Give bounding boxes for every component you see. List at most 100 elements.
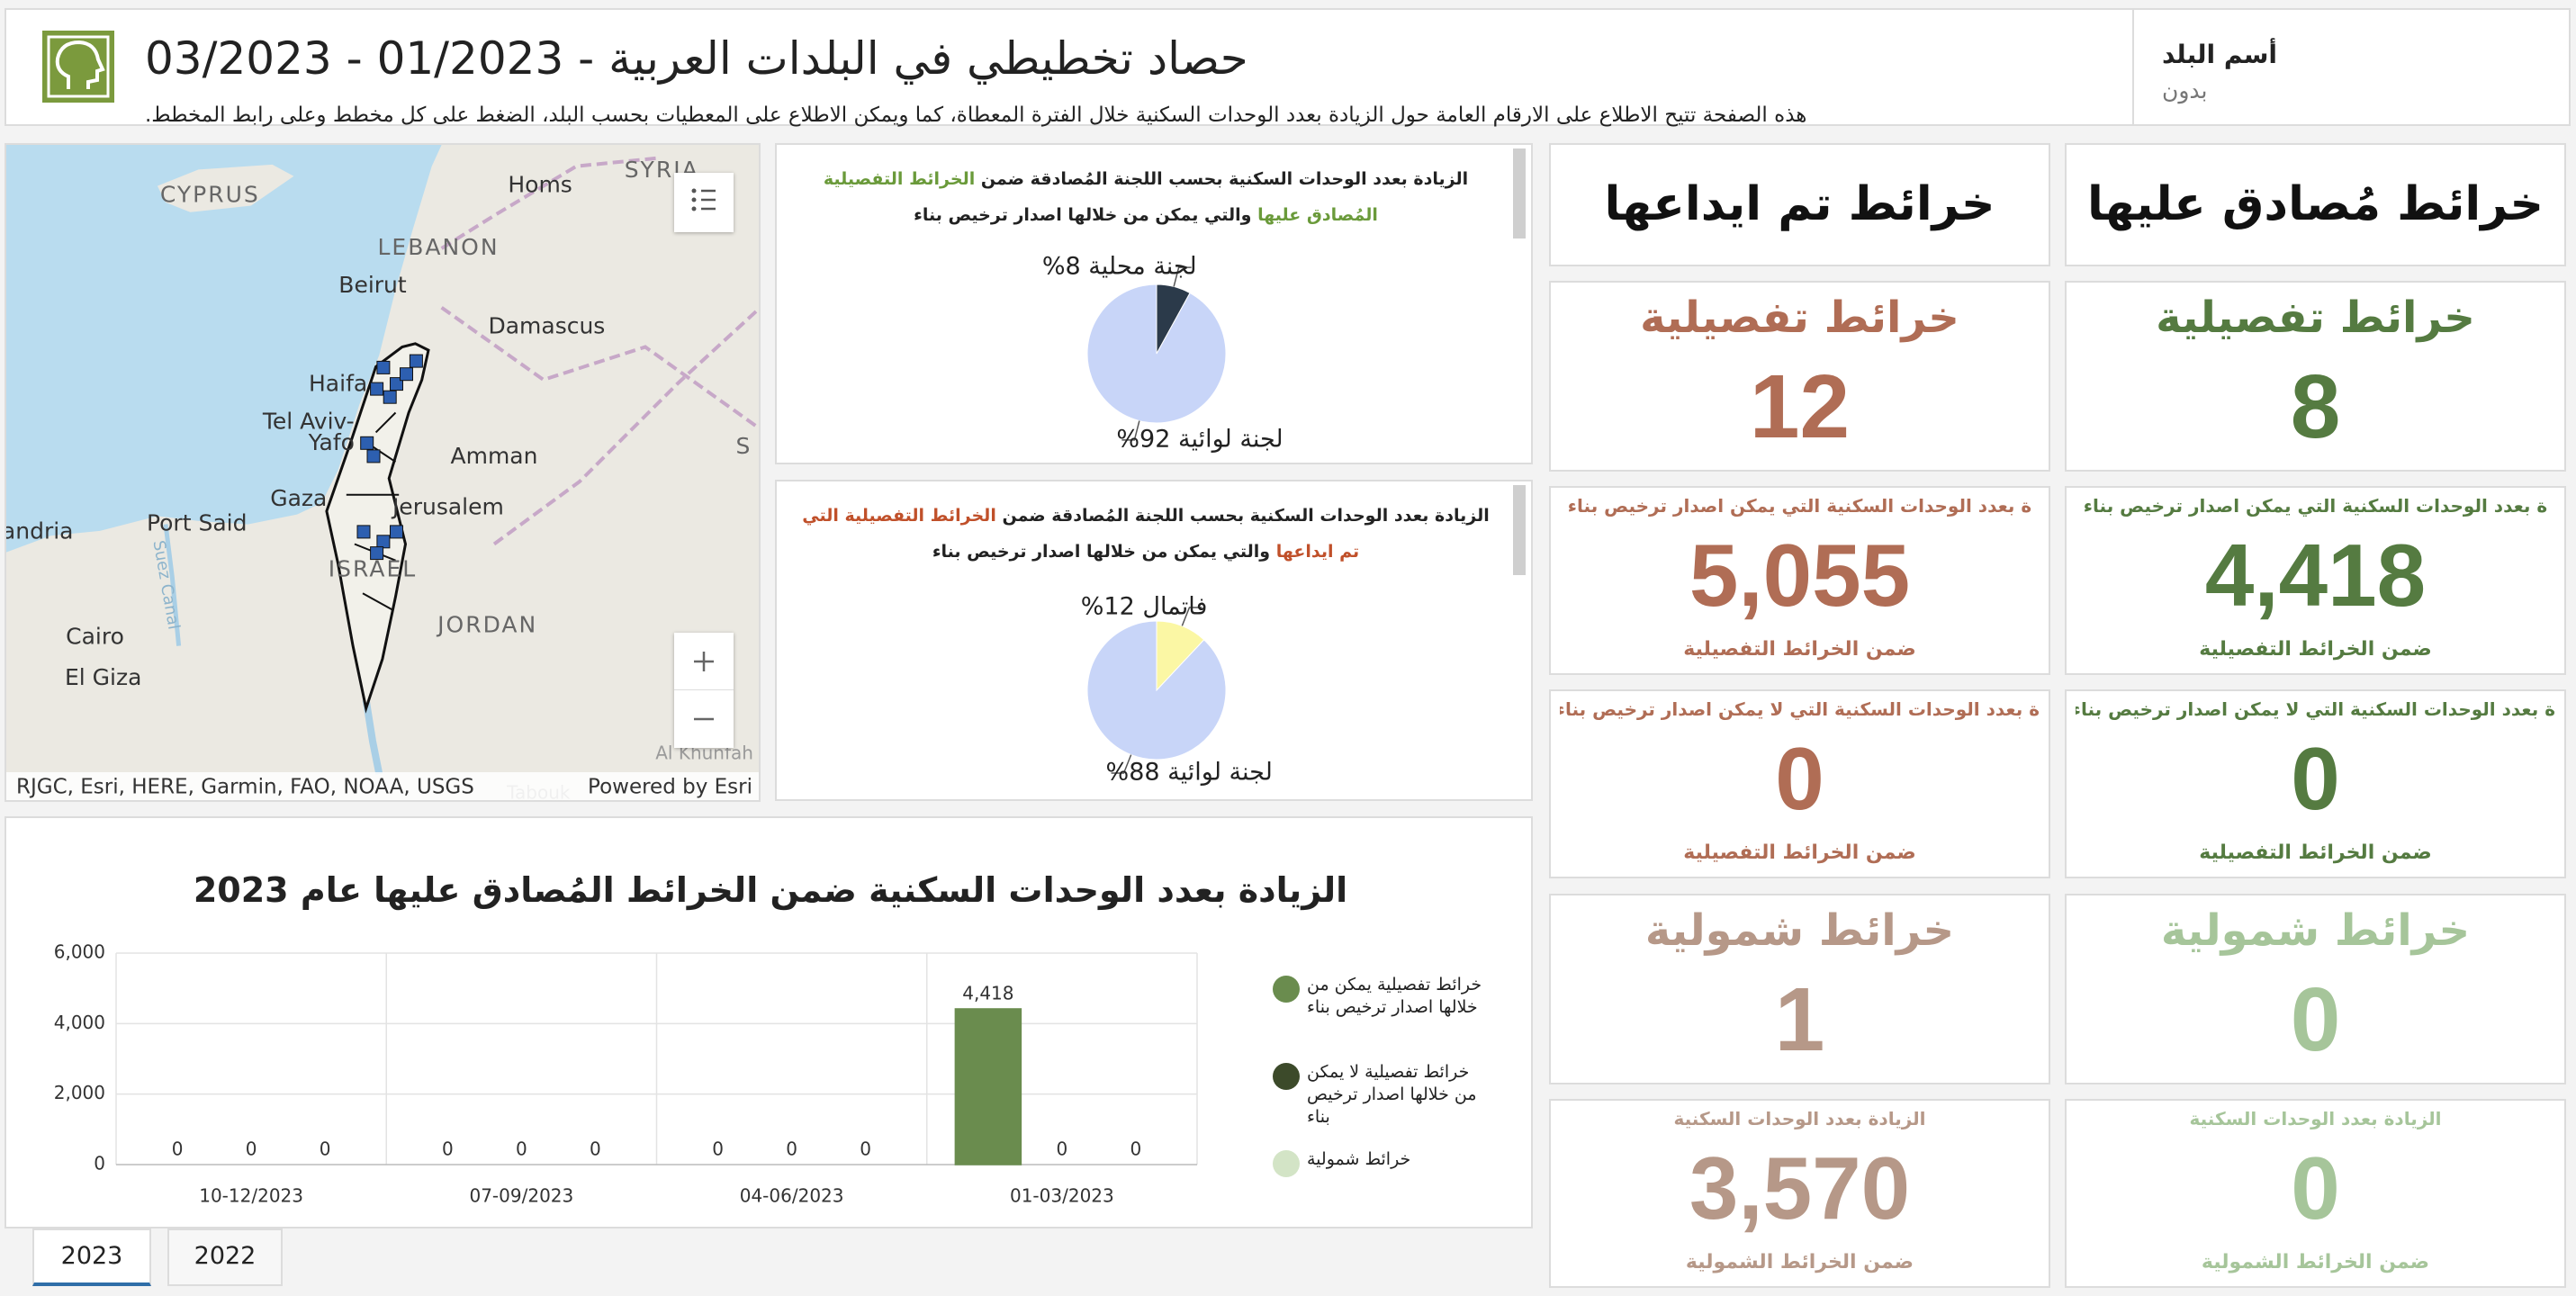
pie-panel: الزيادة بعدد الوحدات السكنية بحسب اللجنة…	[775, 143, 1533, 464]
card-footer: ضمن الخرائط التفصيلية	[2199, 638, 2432, 661]
card-footer: ضمن الخرائط التفصيلية	[1683, 638, 1916, 661]
slice-label: لجنة لوائية 92%	[1116, 425, 1283, 453]
place-label: Tel Aviv-	[262, 408, 355, 434]
x-tick-label: 10-12/2023	[199, 1185, 303, 1207]
locality	[390, 525, 403, 539]
gulf-aqaba	[362, 699, 383, 775]
page-title: حصاد تخطيطي في البلدات العربية - 01/2023…	[145, 32, 1248, 85]
tab[interactable]: 2023	[32, 1228, 151, 1286]
card-value: 0	[1775, 729, 1824, 828]
legend-label: خرائط تفصيلية لا يمكن من خلالها اصدار تر…	[1307, 1062, 1477, 1127]
locality	[356, 525, 371, 539]
legend-icon	[691, 188, 716, 212]
card-footer: ضمن الخرائط الشمولية	[1685, 1251, 1914, 1274]
card-value: 0	[2291, 729, 2340, 828]
place-label: ISRAEL	[329, 556, 417, 582]
card: ة بعدد الوحدات السكنية التي لا يمكن اصدا…	[1549, 689, 2050, 878]
district-line	[362, 592, 393, 611]
place-label: Yafo	[308, 429, 355, 455]
place-label: Beirut	[338, 272, 407, 298]
place-label: LEBANON	[377, 234, 499, 260]
card: ة بعدد الوحدات السكنية التي لا يمكن اصدا…	[2065, 689, 2566, 878]
pie-slice	[1086, 620, 1227, 760]
data-label: 0	[1130, 1138, 1142, 1160]
legend-swatch	[1273, 976, 1300, 1003]
place-label: Port Said	[147, 510, 248, 536]
card-value: 0	[2290, 969, 2341, 1070]
logo	[42, 31, 114, 103]
card-title: خرائط شمولية	[1644, 905, 1955, 956]
locality	[376, 535, 391, 549]
card-value: 5,055	[1689, 526, 1911, 625]
card-caption: الزيادة بعدد الوحدات السكنية	[2189, 1108, 2442, 1130]
map: CYPRUS SYRIA Homs LEBANON Beirut Damascus Haif…	[5, 143, 761, 802]
card-value: 1	[1774, 969, 1825, 1070]
place-label: Haifa	[309, 370, 367, 396]
country-value: بدون	[2162, 77, 2208, 104]
title-part: الخرائط التفصيلية التي تم ايداعها	[802, 506, 1360, 562]
card: خرائط شمولية 0	[2065, 894, 2566, 1084]
pie-chart: فاتمال 12% لجنة لوائية 88%	[1081, 592, 1273, 787]
zoom-control	[674, 633, 734, 748]
card-value: 0	[2291, 1138, 2340, 1238]
locality	[383, 390, 397, 404]
attribution-bar	[6, 772, 759, 800]
place-label: andria	[6, 518, 73, 544]
data-label: 0	[320, 1138, 331, 1160]
card: خرائط تفصيلية 8	[2065, 281, 2566, 472]
suez-canal	[163, 524, 182, 646]
card-footer: ضمن الخرائط التفصيلية	[2199, 842, 2432, 864]
bar-chart: 0 2,000 4,000 6,000 10-12/2023 0 0 0 07-09/2023 0…	[54, 941, 1198, 1207]
bar	[954, 1008, 1022, 1166]
card: ة بعدد الوحدات السكنية التي يمكن اصدار ت…	[2065, 486, 2566, 675]
place-label: El Giza	[65, 664, 141, 690]
data-label: 0	[516, 1138, 527, 1160]
border	[492, 306, 759, 546]
bar-panel: الزيادة بعدد الوحدات السكنية ضمن الخرائط…	[5, 816, 1533, 1228]
slice-label: لجنة لوائية 88%	[1106, 759, 1273, 787]
card: الزيادة بعدد الوحدات السكنية 0 ضمن الخرائط…	[2065, 1099, 2566, 1288]
page-subtitle: هذه الصفحة تتيح الاطلاع على الارقام العا…	[145, 104, 1807, 127]
place-label: Gaza	[270, 485, 327, 511]
card-caption: الزيادة بعدد الوحدات السكنية	[1673, 1108, 1926, 1130]
map-attribution: RJGC, Esri, HERE, Garmin, FAO, NOAA, USG…	[16, 776, 474, 799]
logo-head	[55, 40, 105, 89]
card-footer: ضمن الخرائط التفصيلية	[1683, 842, 1916, 864]
zoom-in[interactable]	[674, 633, 734, 690]
legend-swatch	[1273, 1063, 1300, 1090]
scrollbar	[1513, 485, 1526, 575]
place-label: JORDAN	[436, 612, 537, 638]
y-tick-label: 2,000	[54, 1082, 105, 1103]
tab[interactable]: 2022	[167, 1228, 283, 1286]
x-tick-label: 04-06/2023	[740, 1185, 844, 1207]
chart-title: الزيادة بعدد الوحدات السكنية بحسب اللجنة…	[795, 161, 1497, 233]
map-powered-by: Powered by Esri	[588, 776, 752, 799]
place-label: S	[735, 433, 752, 459]
header-divider	[2132, 10, 2134, 124]
data-label: 0	[860, 1138, 871, 1160]
card-title: خرائط شمولية	[2160, 905, 2471, 956]
card-heading: خرائط مُصادق عليها	[2065, 143, 2566, 266]
border	[440, 156, 659, 250]
card-value: 12	[1749, 356, 1851, 457]
card-caption: ة بعدد الوحدات السكنية التي يمكن اصدار ت…	[2083, 495, 2548, 517]
header: حصاد تخطيطي في البلدات العربية - 01/2023…	[5, 8, 2571, 127]
x-tick-label: 07-09/2023	[469, 1185, 573, 1207]
locality	[370, 382, 384, 396]
card-caption: ة بعدد الوحدات السكنية التي لا يمكن اصدا…	[2076, 698, 2555, 720]
card-title: خرائط تفصيلية	[1640, 292, 1959, 343]
card: خرائط شمولية 1	[1549, 894, 2050, 1084]
card: ة بعدد الوحدات السكنية التي يمكن اصدار ت…	[1549, 486, 2050, 675]
legend-label: خرائط تفصيلية يمكن من خلالها اصدار ترخيص…	[1307, 975, 1482, 1017]
zoom-out[interactable]	[674, 690, 734, 748]
legend-button[interactable]	[674, 173, 734, 232]
legend-label: خرائط شمولية	[1307, 1149, 1411, 1169]
border	[440, 306, 759, 430]
y-tick-label: 0	[94, 1153, 105, 1174]
pie-slice	[1086, 284, 1227, 424]
locality	[400, 367, 413, 382]
icon-dot	[691, 188, 697, 194]
title-part: الزيادة بعدد الوحدات السكنية بحسب اللجنة…	[980, 169, 1469, 189]
place-label: Homs	[508, 172, 572, 198]
icon-dot	[691, 206, 697, 212]
